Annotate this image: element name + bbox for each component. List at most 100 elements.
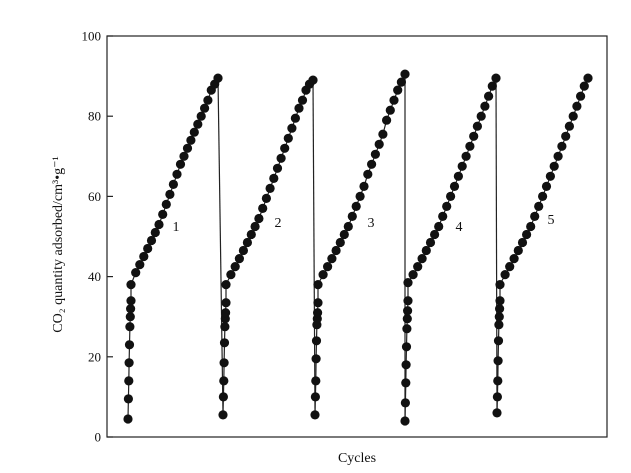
data-point <box>146 235 157 246</box>
data-point <box>213 73 223 83</box>
series-line <box>314 73 406 415</box>
data-point <box>509 254 519 264</box>
data-point <box>495 296 505 306</box>
data-point <box>430 229 440 240</box>
data-point <box>492 408 502 418</box>
data-point <box>126 304 136 314</box>
data-point <box>196 111 206 121</box>
data-point <box>557 141 567 151</box>
data-point <box>218 392 228 402</box>
data-point <box>434 221 444 232</box>
data-point <box>250 221 260 232</box>
data-point <box>480 101 490 111</box>
data-point <box>545 171 556 181</box>
data-point <box>193 119 203 129</box>
data-point <box>125 322 135 332</box>
data-point <box>258 203 268 213</box>
series-line <box>496 77 589 413</box>
data-point <box>221 298 231 308</box>
data-point <box>221 280 231 290</box>
data-point <box>219 358 229 368</box>
data-point <box>313 298 323 308</box>
data-point <box>389 95 399 105</box>
data-point <box>172 169 182 179</box>
series-cycle-3 <box>310 69 410 421</box>
data-point <box>568 111 578 121</box>
data-point <box>492 392 502 402</box>
data-point <box>495 304 505 314</box>
data-point <box>417 254 427 264</box>
data-point <box>494 312 504 322</box>
data-point <box>182 143 193 153</box>
data-point <box>220 322 230 332</box>
data-point <box>200 103 210 113</box>
data-point <box>131 268 141 278</box>
data-point <box>401 378 411 388</box>
data-point <box>290 113 300 123</box>
data-point <box>469 131 479 141</box>
cycle-label-4: 4 <box>456 220 463 235</box>
data-point <box>522 229 532 240</box>
data-point <box>378 129 388 139</box>
y-tick-label: 40 <box>88 269 101 284</box>
data-point <box>280 143 290 153</box>
data-point <box>347 211 357 221</box>
data-point <box>126 280 136 290</box>
data-point <box>517 237 528 248</box>
data-point <box>476 111 486 121</box>
series-line <box>404 77 497 422</box>
data-point <box>124 358 134 368</box>
data-point <box>125 312 135 322</box>
data-point <box>179 151 189 161</box>
data-point <box>246 229 256 240</box>
series-line <box>127 77 219 420</box>
data-point <box>165 189 175 199</box>
data-point <box>400 398 410 408</box>
data-point <box>500 270 510 280</box>
data-point <box>123 394 133 404</box>
data-point <box>272 163 283 173</box>
data-point <box>331 245 341 256</box>
data-point <box>294 103 304 113</box>
data-point <box>339 229 349 240</box>
data-point <box>359 181 369 191</box>
data-point <box>261 193 271 203</box>
cycle-label-2: 2 <box>275 216 282 231</box>
data-point <box>175 159 186 169</box>
data-point <box>161 199 171 209</box>
data-point <box>189 127 199 137</box>
data-point <box>493 356 503 366</box>
data-point <box>402 314 412 324</box>
data-point <box>564 121 575 131</box>
data-point <box>465 141 475 151</box>
data-point <box>234 254 244 264</box>
data-point <box>549 161 559 171</box>
data-point <box>442 201 452 211</box>
data-point <box>219 376 229 386</box>
data-point <box>287 123 297 133</box>
data-point <box>487 81 497 91</box>
plot-area <box>106 35 608 438</box>
data-point <box>297 95 308 105</box>
data-point <box>311 354 321 364</box>
data-point <box>238 245 248 256</box>
data-point <box>449 181 460 191</box>
data-point <box>457 161 467 171</box>
series-layer <box>123 69 593 426</box>
data-point <box>393 85 403 95</box>
data-point <box>403 278 413 288</box>
data-point <box>505 262 515 272</box>
data-point <box>403 296 413 306</box>
y-tick-label: 0 <box>95 430 102 445</box>
data-point <box>311 376 321 386</box>
y-tick-label: 100 <box>82 29 102 44</box>
data-point <box>351 201 361 211</box>
plot-frame <box>106 35 608 438</box>
series-cycle-5 <box>492 73 593 418</box>
data-point <box>538 191 548 201</box>
data-point <box>493 376 503 386</box>
data-point <box>576 91 586 101</box>
data-point <box>367 159 377 169</box>
data-point <box>402 324 412 334</box>
